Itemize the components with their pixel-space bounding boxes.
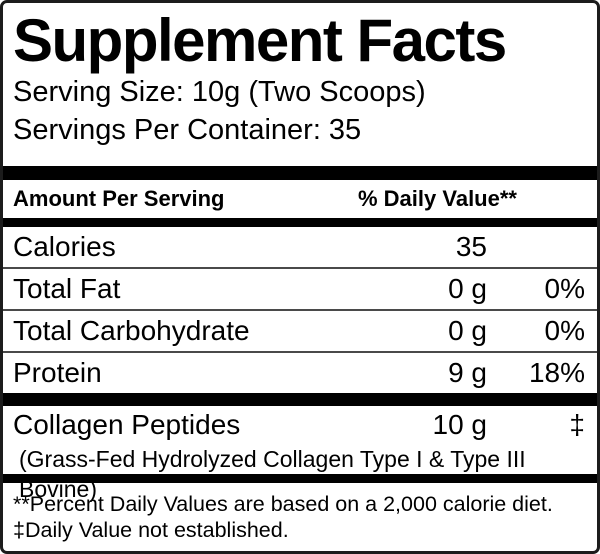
nutrient-name: Calories — [13, 231, 116, 262]
nutrient-name: Total Fat — [13, 273, 121, 304]
nutrient-dv: 0% — [544, 315, 585, 346]
divider-medium-bottom — [3, 474, 597, 483]
table-row-protein: Protein 9 g 18% — [3, 353, 597, 393]
ingredient-detail: (Grass-Fed Hydrolyzed Collagen Type I & … — [19, 446, 526, 502]
nutrient-amount: 9 g — [448, 357, 487, 388]
ingredient-dv-dagger: ‡ — [569, 409, 585, 440]
label-title: Supplement Facts — [13, 7, 507, 74]
divider-thick-middle — [3, 393, 597, 406]
nutrient-name: Protein — [13, 357, 102, 388]
divider-thick-top — [3, 166, 597, 180]
footnotes: **Percent Daily Values are based on a 2,… — [3, 483, 597, 543]
table-row-calories: Calories 35 — [3, 227, 597, 269]
footnote-daily-values: **Percent Daily Values are based on a 2,… — [13, 492, 553, 516]
table-row-collagen-peptides: Collagen Peptides 10 g ‡ — [3, 406, 597, 444]
footnote-not-established: ‡Daily Value not established. — [13, 518, 289, 542]
table-header-row: Amount Per Serving % Daily Value** — [3, 180, 597, 218]
nutrient-amount: 35 — [455, 231, 487, 262]
nutrient-amount: 0 g — [448, 315, 487, 346]
nutrient-dv: 0% — [544, 273, 585, 304]
servings-per-container: Servings Per Container: 35 — [13, 114, 362, 146]
nutrient-rows: Calories 35 Total Fat 0 g 0% Total Carbo… — [3, 227, 597, 393]
divider-medium-header — [3, 218, 597, 227]
table-row-total-carbohydrate: Total Carbohydrate 0 g 0% — [3, 311, 597, 353]
nutrient-amount: 0 g — [448, 273, 487, 304]
ingredient-name: Collagen Peptides — [13, 409, 241, 440]
nutrient-name: Total Carbohydrate — [13, 315, 250, 346]
nutrient-dv: 18% — [528, 357, 585, 388]
ingredient-amount: 10 g — [432, 409, 488, 440]
amount-per-serving-header: Amount Per Serving — [13, 186, 225, 211]
daily-value-header: % Daily Value** — [358, 186, 517, 211]
table-row-total-fat: Total Fat 0 g 0% — [3, 269, 597, 311]
serving-size: Serving Size: 10g (Two Scoops) — [13, 76, 426, 108]
